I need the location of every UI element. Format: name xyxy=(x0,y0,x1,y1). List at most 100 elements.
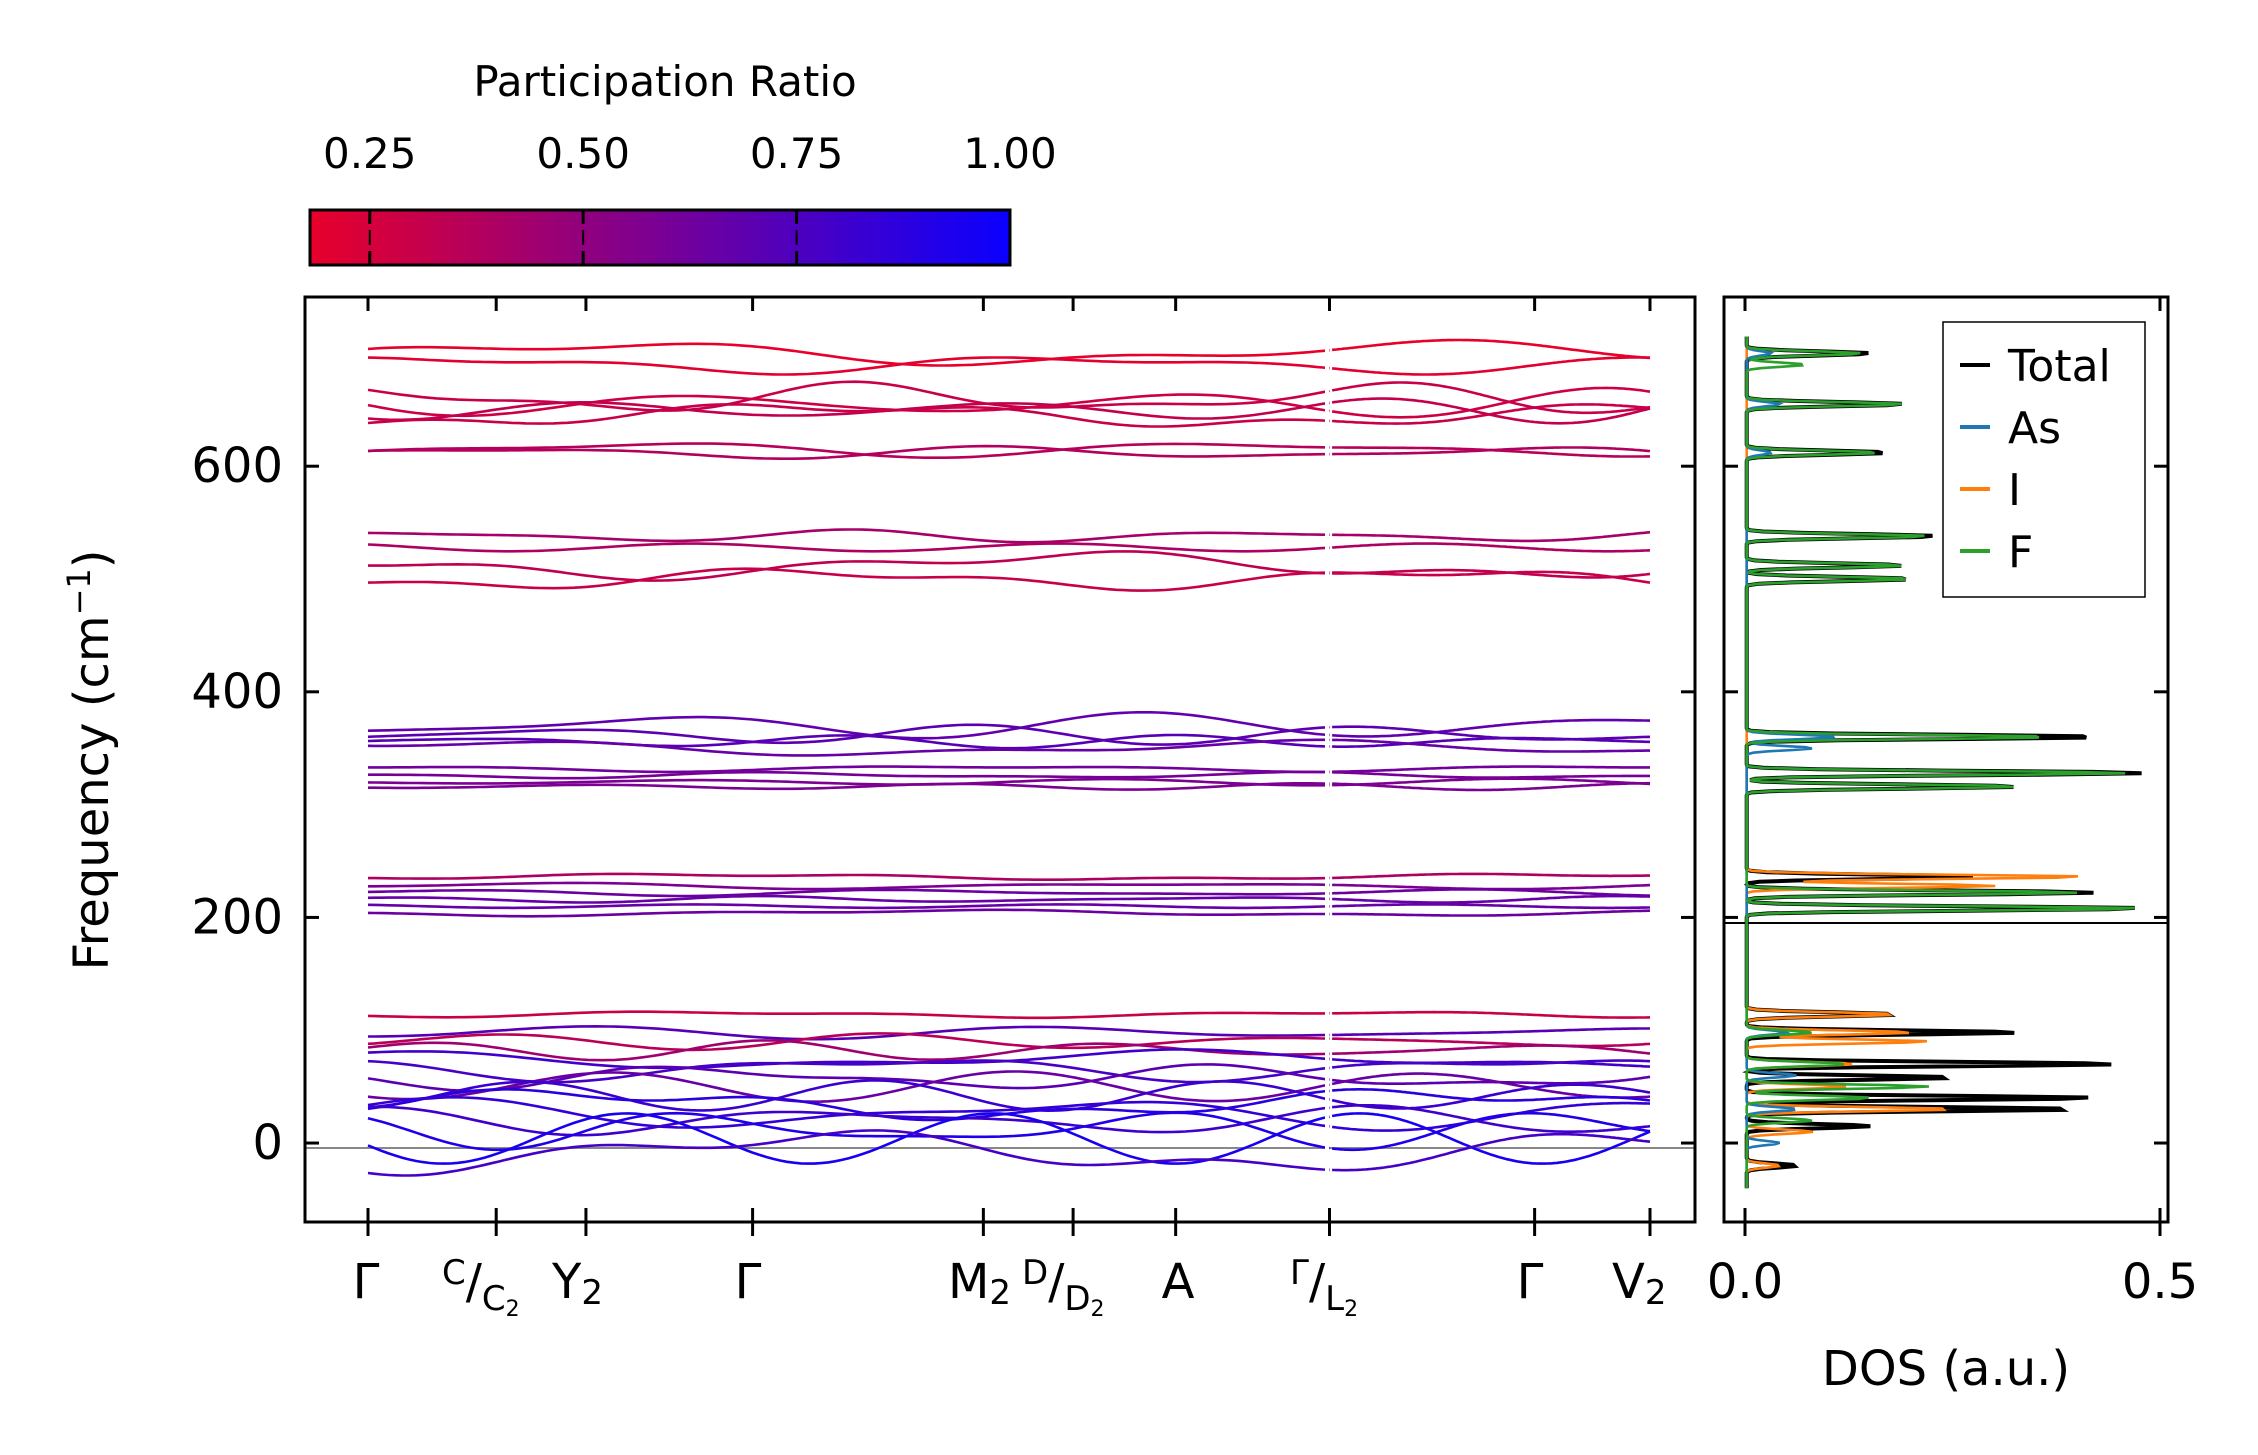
phonon-band xyxy=(1331,1059,1651,1069)
dos-panel: 0.0 0.5 DOS (a.u.) Total As IF xyxy=(1707,295,2198,1397)
phonon-band xyxy=(1332,446,1651,456)
phonon-band xyxy=(1331,1088,1651,1102)
band-y-tick-label: 200 xyxy=(191,889,283,945)
phonon-band xyxy=(368,1024,1330,1041)
phonon-band xyxy=(368,770,1330,780)
phonon-bands xyxy=(367,338,1651,1177)
phonon-band xyxy=(1331,338,1651,360)
phonon-band xyxy=(367,528,1330,544)
phonon-band xyxy=(1332,530,1651,543)
kpoint-label-a: A xyxy=(1162,1254,1195,1310)
kpoint-label-d-d2: D/D2 xyxy=(1022,1253,1105,1322)
colorbar-title: Participation Ratio xyxy=(473,57,856,106)
phonon-band xyxy=(1331,1075,1651,1085)
phonon-band xyxy=(1331,397,1651,425)
band-y-ticks: 0 200 400 600 xyxy=(191,438,1695,1171)
band-panel-frame xyxy=(303,295,1697,1224)
phonon-band xyxy=(368,550,1330,582)
kpoint-label-m2: M2 xyxy=(948,1254,1011,1313)
kpoint-label-v2: V2 xyxy=(1612,1254,1666,1313)
phonon-band xyxy=(1332,736,1651,748)
phonon-band xyxy=(1332,568,1651,579)
phonon-band xyxy=(1332,894,1651,904)
phonon-band xyxy=(367,1048,1330,1070)
legend-items: Total As IF xyxy=(1960,341,2111,578)
dos-panel-frame xyxy=(1722,295,2170,1224)
phonon-band xyxy=(367,1111,1330,1152)
colorbar-tick-label: 0.25 xyxy=(323,129,417,178)
legend-label-total: Total xyxy=(2007,341,2111,392)
phonon-band xyxy=(367,1079,1330,1113)
phonon-band xyxy=(1332,888,1651,897)
phonon-band xyxy=(367,542,1330,553)
phonon-band xyxy=(367,1112,1330,1165)
kpoint-label-c-c2: C/C2 xyxy=(442,1253,520,1322)
phonon-band xyxy=(367,567,1330,592)
phonon-band xyxy=(1332,1132,1651,1172)
phonon-band xyxy=(367,442,1330,459)
phonon-band xyxy=(1332,909,1650,917)
kpoint-label-gamma-1: Γ xyxy=(353,1254,380,1310)
phonon-band xyxy=(1332,718,1650,738)
phonon-band xyxy=(367,711,1330,740)
phonon-band xyxy=(367,1105,1330,1137)
phonon-band xyxy=(367,1129,1330,1177)
phonon-band xyxy=(1332,903,1650,910)
phonon-band xyxy=(1332,777,1651,787)
phonon-band xyxy=(367,894,1330,904)
phonon-band xyxy=(1331,1112,1651,1165)
phonon-band xyxy=(1332,1027,1650,1037)
phonon-band xyxy=(1332,771,1650,779)
colorbar-tick-label: 1.00 xyxy=(963,129,1057,178)
phonon-band xyxy=(367,723,1330,746)
band-structure-panel: 0 200 400 600 Frequency (cm−1) Γ C/C2 Y2 Γ … xyxy=(60,295,1697,1322)
band-x-ticks xyxy=(366,297,1652,1236)
phonon-band xyxy=(368,872,1330,881)
phonon-band xyxy=(1332,781,1650,792)
phonon-band xyxy=(367,444,1330,460)
phonon-band xyxy=(367,908,1330,918)
phonon-band xyxy=(1331,1104,1651,1133)
phonon-band xyxy=(367,393,1330,418)
band-y-axis-label: Frequency (cm−1) xyxy=(60,549,120,970)
phonon-band xyxy=(368,765,1330,774)
phonon-band xyxy=(368,881,1330,891)
phonon-band xyxy=(367,733,1330,750)
dos-curve-f xyxy=(1745,336,2135,1189)
kpoint-label-gamma-2: Γ xyxy=(735,1254,762,1310)
colorbar-tick-label: 0.50 xyxy=(536,129,630,178)
colorbar-tick-label: 0.75 xyxy=(750,129,844,178)
dos-curves xyxy=(1742,336,2142,1189)
kpoint-label-y2: Y2 xyxy=(551,1254,603,1313)
phonon-band xyxy=(367,403,1330,428)
phonon-band xyxy=(367,738,1330,757)
phonon-band xyxy=(367,888,1330,898)
phonon-band xyxy=(367,1063,1330,1093)
phonon-band xyxy=(1332,403,1651,425)
kpath-labels: Γ C/C2 Y2 Γ M2 D/D2 A Γ/L2 Γ V2 xyxy=(353,1253,1667,1322)
phonon-band xyxy=(1332,765,1650,774)
legend-label-i: I xyxy=(2008,465,2021,516)
phonon-band xyxy=(1332,1044,1651,1055)
phonon-band xyxy=(367,1039,1330,1062)
colorbar-gradient xyxy=(308,208,1012,267)
legend-label-as: As xyxy=(2008,403,2061,454)
phonon-band xyxy=(367,342,1330,367)
kpoint-label-gamma-l2: Γ/L2 xyxy=(1290,1253,1358,1322)
phonon-band xyxy=(1331,381,1651,415)
phonon-band xyxy=(367,401,1330,422)
dos-x-tick-label: 0.5 xyxy=(2122,1254,2198,1310)
phonon-band xyxy=(1332,872,1650,880)
dos-x-axis-label: DOS (a.u.) xyxy=(1822,1341,2070,1397)
phonon-band xyxy=(1331,1058,1651,1068)
phonon-band xyxy=(367,903,1330,910)
phonon-band xyxy=(368,782,1330,791)
colorbar: Participation Ratio 0.25 0.50 0.75 1.00 xyxy=(308,57,1057,267)
dos-ticks: 0.0 0.5 xyxy=(1707,297,2198,1310)
phonon-band xyxy=(1332,570,1651,584)
dos-legend: Total As IF xyxy=(1942,321,2146,598)
phonon-band xyxy=(367,380,1330,412)
phonon-band xyxy=(1331,356,1651,376)
phonon-band xyxy=(367,1032,1330,1052)
phonon-band xyxy=(367,356,1330,376)
